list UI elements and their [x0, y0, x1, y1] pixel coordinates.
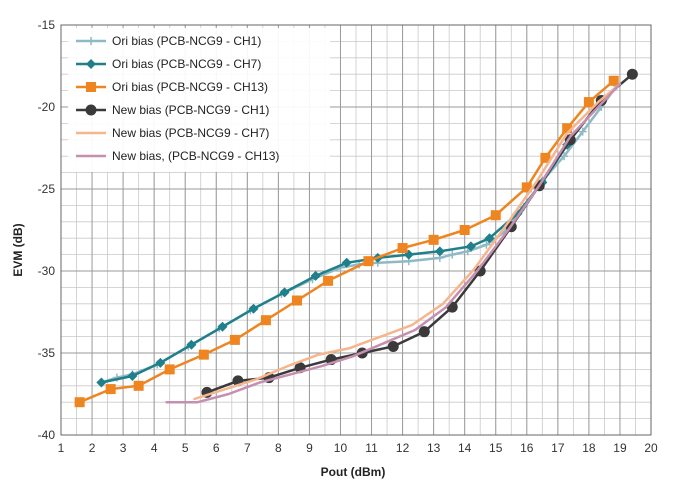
legend-entry: New bias (PCB-NCG9 - CH7)	[76, 126, 269, 140]
legend-label: Ori bias (PCB-NCG9 - CH13)	[112, 80, 268, 94]
series-2	[96, 139, 573, 388]
data-point-square	[323, 275, 334, 286]
data-point-square	[198, 349, 209, 360]
data-point-circle	[626, 68, 638, 80]
data-point-square	[105, 384, 116, 395]
data-point-square	[164, 364, 175, 375]
series-3	[74, 75, 619, 408]
series-6	[165, 82, 622, 404]
x-tick-label: 6	[213, 441, 220, 455]
y-tick-label: -20	[38, 100, 56, 114]
x-tick-label: 15	[489, 441, 503, 455]
x-tick-label: 2	[89, 441, 96, 455]
legend-entry: Ori bias (PCB-NCG9 - CH1)	[76, 34, 261, 48]
data-point-circle	[418, 326, 430, 338]
x-tick-label: 3	[120, 441, 127, 455]
data-point-diamond	[341, 257, 352, 268]
x-tick-label: 11	[365, 441, 378, 455]
series-line	[193, 82, 622, 401]
data-point-diamond	[186, 339, 197, 350]
legend-label: Ori bias (PCB-NCG9 - CH1)	[112, 34, 261, 48]
data-point-diamond	[96, 377, 107, 388]
data-point-diamond	[434, 246, 445, 257]
legend-entry: Ori bias (PCB-NCG9 - CH7)	[76, 57, 261, 71]
x-tick-label: 1	[58, 441, 65, 455]
data-point-plus	[560, 152, 569, 161]
x-tick-label: 16	[520, 441, 534, 455]
legend-label: New bias, (PCB-NCG9 - CH13)	[112, 149, 279, 163]
y-tick-label: -25	[38, 182, 56, 196]
x-tick-label: 7	[244, 441, 251, 455]
x-tick-label: 19	[613, 441, 627, 455]
legend-entry: Ori bias (PCB-NCG9 - CH13)	[76, 80, 268, 94]
data-point-diamond	[465, 241, 476, 252]
legend: Ori bias (PCB-NCG9 - CH1) Ori bias (PCB-N…	[68, 28, 330, 172]
data-point-square	[397, 243, 408, 254]
y-axis-label: EVM (dB)	[11, 223, 25, 276]
x-tick-label: 13	[427, 441, 441, 455]
legend-entry: New bias (PCB-NCG9 - CH1)	[76, 103, 269, 117]
x-tick-label: 12	[396, 441, 410, 455]
legend-box	[68, 28, 330, 172]
data-point-square	[260, 315, 271, 326]
y-tick-label: -30	[38, 264, 56, 278]
series-5	[193, 82, 622, 401]
legend-entry: New bias, (PCB-NCG9 - CH13)	[76, 149, 279, 163]
x-tick-label: 17	[551, 441, 565, 455]
data-point-square	[583, 97, 594, 108]
x-tick-label: 8	[275, 441, 282, 455]
x-tick-label: 20	[644, 441, 658, 455]
data-point-square	[540, 152, 551, 163]
legend-label: New bias (PCB-NCG9 - CH7)	[112, 126, 269, 140]
data-point-circle	[85, 104, 97, 116]
data-point-diamond	[248, 303, 259, 314]
y-tick-label: -40	[38, 428, 56, 442]
data-point-square	[490, 210, 501, 221]
data-point-plus	[463, 247, 472, 256]
data-point-square	[428, 234, 439, 245]
data-point-square	[74, 397, 85, 408]
legend-label: Ori bias (PCB-NCG9 - CH7)	[112, 57, 261, 71]
y-tick-label: -15	[38, 18, 56, 32]
data-point-plus	[578, 127, 587, 136]
data-point-square	[562, 123, 573, 134]
data-series	[74, 68, 638, 408]
data-point-square	[292, 295, 302, 306]
x-tick-label: 5	[182, 441, 189, 455]
data-point-diamond	[155, 357, 166, 368]
x-tick-label: 4	[151, 441, 158, 455]
data-point-plus	[87, 37, 95, 45]
data-point-diamond	[484, 233, 495, 244]
data-point-square	[86, 82, 96, 92]
data-point-square	[521, 182, 532, 193]
data-point-circle	[387, 340, 399, 352]
series-line	[165, 82, 622, 404]
x-axis-label: Pout (dBm)	[321, 465, 386, 479]
x-tick-label: 14	[458, 441, 472, 455]
data-point-square	[229, 334, 240, 345]
data-point-diamond	[217, 321, 228, 332]
data-point-square	[608, 75, 619, 86]
data-point-diamond	[86, 59, 96, 69]
data-point-square	[363, 256, 374, 267]
data-point-plus	[482, 240, 491, 249]
data-point-diamond	[127, 370, 138, 381]
data-point-diamond	[310, 270, 321, 281]
data-point-square	[133, 380, 144, 391]
plot-frame	[60, 24, 652, 436]
data-point-square	[459, 225, 470, 235]
data-point-diamond	[279, 287, 290, 298]
data-point-plus	[448, 250, 457, 259]
y-tick-label: -35	[38, 346, 56, 360]
axes: 1 2 3 4 5 6 7 8 9 10 11 12 13 14 15 16 17 18 19 20-40-35-30…	[38, 18, 658, 455]
x-tick-label: 9	[306, 441, 313, 455]
x-tick-label: 10	[334, 441, 348, 455]
legend-label: New bias (PCB-NCG9 - CH1)	[112, 103, 269, 117]
x-tick-label: 18	[582, 441, 596, 455]
